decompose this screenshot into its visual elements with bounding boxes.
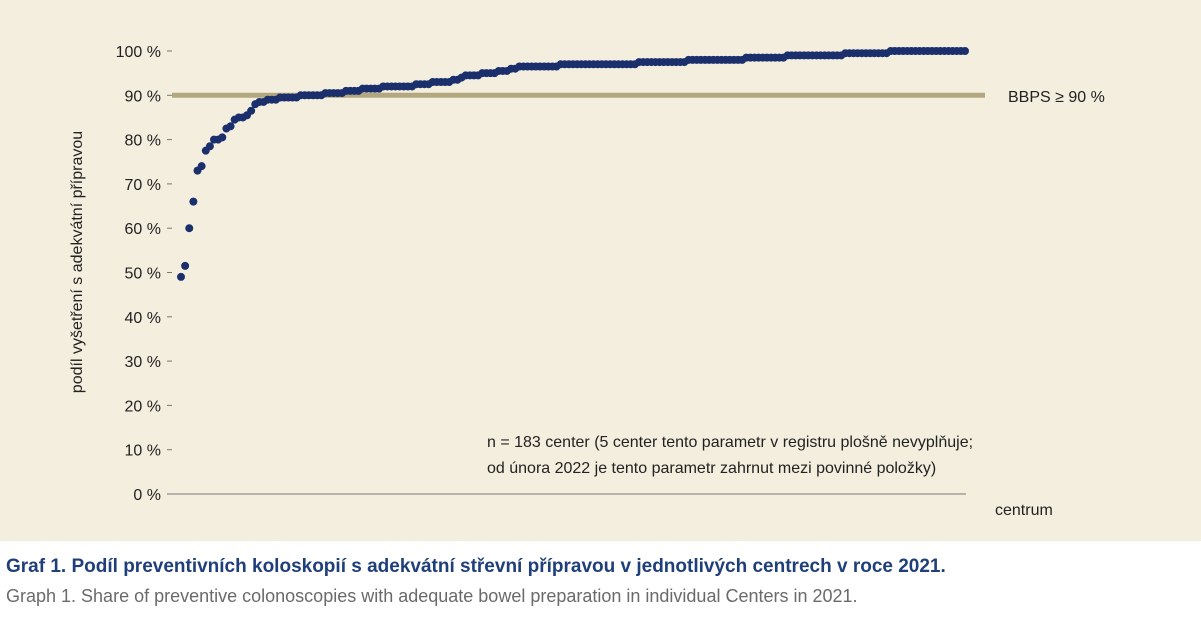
y-tick-label: 60 % (125, 221, 161, 238)
data-point (197, 162, 206, 171)
y-tick-label: 90 % (125, 88, 161, 105)
scatter-chart: 0 % 10 % 20 % 30 % 40 % 50 % 60 % 70 % 80 % 90 % 1… (69, 44, 1105, 519)
data-point (189, 197, 198, 206)
data-point (181, 261, 190, 270)
y-tick-label: 50 % (125, 266, 161, 283)
y-tick-label: 40 % (125, 310, 161, 327)
y-tick-label: 100 % (116, 44, 161, 61)
x-axis-title: centrum (995, 502, 1053, 519)
y-tick-label: 0 % (133, 487, 161, 504)
caption-title: Graf 1. Podíl preventivních koloskopií s… (6, 556, 946, 577)
annotation-line-2: od února 2022 je tento parametr zahrnut … (487, 460, 936, 477)
threshold-label: BBPS ≥ 90 % (1008, 89, 1105, 106)
caption-subtitle: Graph 1. Share of preventive colonoscopi… (6, 586, 858, 606)
data-point (205, 142, 214, 151)
data-point (226, 122, 235, 131)
data-points (177, 47, 969, 281)
annotation-line-1: n = 183 center (5 center tento parametr … (487, 434, 973, 451)
data-point (177, 272, 185, 281)
chart-panel (0, 0, 1201, 541)
y-axis-title: podíl vyšetření s adekvátní přípravou (69, 131, 86, 393)
y-axis-ticks: 0 % 10 % 20 % 30 % 40 % 50 % 60 % 70 % 80 % 90 % 1… (116, 44, 172, 504)
data-point (961, 47, 969, 55)
data-point (218, 133, 227, 142)
y-tick-label: 10 % (125, 443, 161, 460)
y-tick-label: 30 % (125, 354, 161, 371)
data-point (247, 106, 256, 115)
y-tick-label: 70 % (125, 177, 161, 194)
data-point (185, 224, 194, 233)
y-tick-label: 20 % (125, 398, 161, 415)
y-tick-label: 80 % (125, 133, 161, 150)
